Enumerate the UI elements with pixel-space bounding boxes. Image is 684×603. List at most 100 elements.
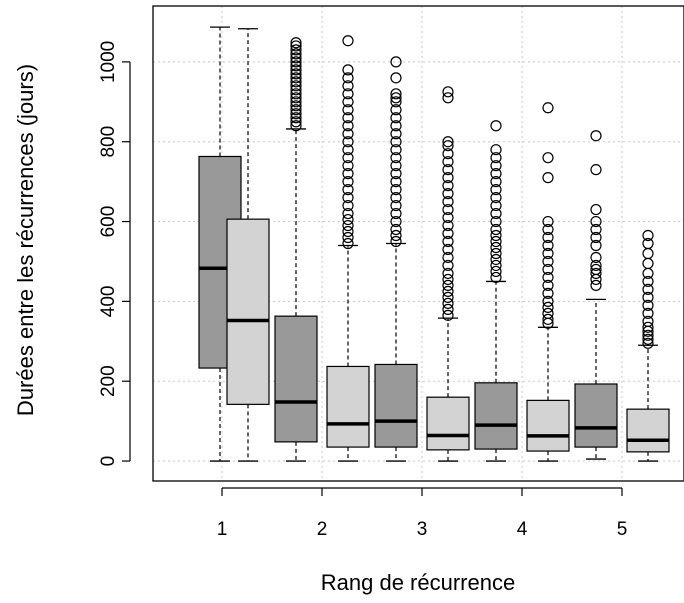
outlier-point [442, 180, 454, 192]
outlier-point [590, 259, 602, 272]
outlier-point [542, 152, 554, 164]
outlier-point [490, 152, 502, 164]
y-tick-label: 0 [98, 456, 119, 467]
outlier-point [442, 259, 454, 272]
outlier-point [290, 116, 302, 128]
outlier-point [390, 104, 402, 116]
outlier-point [490, 229, 502, 242]
box-3 [274, 37, 318, 462]
outlier-point [290, 48, 302, 60]
outlier-point [390, 176, 402, 188]
outlier-point [490, 215, 502, 228]
outlier-point [390, 184, 402, 196]
outlier-point [542, 231, 554, 244]
box-4 [326, 35, 370, 462]
outlier-point [490, 207, 502, 220]
outlier-point [290, 80, 302, 92]
outlier-point [590, 273, 602, 286]
box-7 [474, 120, 518, 462]
outlier-point [490, 235, 502, 248]
x-axis: 1 2 3 4 5 [217, 487, 627, 540]
plot-frame [152, 5, 684, 482]
outlier-point [542, 223, 554, 236]
outlier-point [590, 223, 602, 236]
outlier-point [590, 164, 602, 176]
outlier-point [490, 144, 502, 156]
outlier-point [442, 148, 454, 160]
outlier-point [342, 104, 354, 116]
x-tick-label: 1 [217, 519, 228, 540]
outlier-point [342, 191, 354, 204]
box-8 [526, 102, 570, 462]
outlier-point [642, 283, 654, 296]
box-body [474, 382, 518, 450]
outlier-point [390, 128, 402, 140]
outlier-point [442, 279, 454, 292]
outlier-point [442, 164, 454, 176]
outlier-point [342, 96, 354, 108]
box-9 [574, 130, 618, 460]
x-tick-label: 2 [317, 519, 328, 540]
outlier-point [590, 263, 602, 276]
outlier-point [342, 136, 354, 148]
outlier-point [442, 235, 454, 248]
outlier-point [590, 239, 602, 252]
outlier-point [290, 88, 302, 100]
outlier-point [490, 223, 502, 236]
outlier-point [590, 203, 602, 216]
outlier-point [442, 251, 454, 264]
box-6 [426, 86, 470, 462]
outlier-point [342, 152, 354, 164]
outlier-point [542, 313, 554, 325]
outlier-point [342, 184, 354, 196]
outlier-point [342, 160, 354, 172]
outlier-point [490, 160, 502, 172]
outlier-point [542, 263, 554, 276]
outlier-point [342, 207, 354, 220]
outlier-point [290, 76, 302, 88]
outlier-point [542, 295, 554, 307]
box-series [198, 26, 670, 462]
outlier-point [590, 231, 602, 244]
y-tick-label: 1000 [98, 41, 119, 83]
outlier-point [442, 297, 454, 309]
box-body [226, 218, 270, 405]
outlier-point [342, 213, 354, 226]
outlier-point [342, 35, 354, 47]
outlier-point [542, 301, 554, 313]
outlier-point [542, 172, 554, 184]
outlier-point [590, 251, 602, 264]
outlier-point [542, 255, 554, 268]
outlier-point [390, 229, 402, 242]
outlier-point [290, 108, 302, 120]
outlier-point [342, 72, 354, 84]
y-tick-label: 800 [98, 126, 119, 158]
outlier-point [390, 72, 402, 84]
outlier-point [342, 120, 354, 132]
x-tick-label: 3 [417, 519, 428, 540]
outlier-point [390, 96, 402, 108]
outlier-point [542, 215, 554, 228]
outlier-point [342, 112, 354, 124]
outlier-point [642, 247, 654, 260]
outlier-point [390, 235, 402, 248]
outlier-point [442, 273, 454, 286]
outlier-point [442, 140, 454, 152]
outlier-point [642, 237, 654, 250]
outlier-point [290, 56, 302, 68]
outlier-point [342, 88, 354, 100]
outlier-point [590, 267, 602, 280]
outlier-point [390, 215, 402, 228]
outlier-point [290, 120, 302, 132]
outlier-point [390, 168, 402, 180]
box-body [374, 363, 418, 448]
outlier-point [290, 37, 302, 49]
box-body [574, 383, 618, 448]
outlier-point [490, 241, 502, 254]
outlier-point [390, 191, 402, 204]
outlier-point [290, 52, 302, 64]
outlier-point [442, 195, 454, 208]
outlier-point [390, 152, 402, 164]
outlier-point [442, 136, 454, 148]
outlier-point [442, 156, 454, 168]
